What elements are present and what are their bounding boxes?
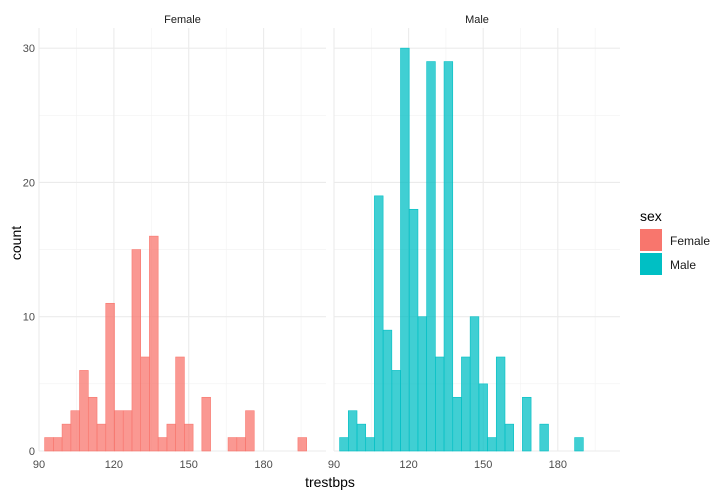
x-tick-labels: 90 120 150 180 [33,459,273,471]
facet-strip-label: Male [465,14,489,26]
x-tick-label: 120 [399,459,417,471]
x-tick-labels: 90 120 150 180 [328,459,567,471]
facet-strip-label: Female [164,14,201,26]
histogram-bar [408,208,419,452]
facet-panel-male: Male 90 120 150 180 [328,14,620,471]
histogram-bar [487,437,497,452]
histogram-bar [347,410,358,452]
histogram-bar [166,423,176,452]
y-tick-label: 20 [23,177,35,189]
x-tick-label: 150 [474,459,492,471]
legend-key-male [640,253,662,275]
y-axis-title: count [8,226,24,260]
x-tick-label: 90 [33,459,45,471]
histogram-bar [443,61,454,452]
histogram-bar [114,410,124,452]
histogram-bar [201,396,211,452]
x-tick-label: 120 [105,459,123,471]
histogram-bar [175,356,185,452]
histogram-bar [140,356,150,452]
legend-key-female [640,229,662,251]
histogram-bar [426,61,436,452]
histogram-bar [469,316,480,452]
histogram-bar [452,396,462,452]
x-axis-title: trestbps [305,474,355,490]
histogram-bar [70,410,80,452]
histogram-bars [44,235,307,452]
major-grid [38,28,326,452]
histogram-bar [157,437,168,452]
histogram-bar [122,410,133,452]
y-tick-labels: 0 10 20 30 [23,43,35,458]
legend-entry-male: Male [640,253,696,275]
histogram-bar [400,47,410,452]
histogram-bar [61,423,72,452]
legend-label-male: Male [670,258,696,272]
histogram-bar [539,423,549,452]
histogram-bar [365,437,375,452]
histogram-bar [495,356,506,452]
histogram-bar [149,235,159,452]
legend-label-female: Female [670,234,710,248]
y-tick-label: 0 [29,446,35,458]
histogram-bar [382,329,393,452]
histogram-bar [297,437,307,452]
y-tick-label: 30 [23,43,35,55]
histogram-bar [53,437,63,452]
x-tick-label: 90 [328,459,340,471]
histogram-bar [245,410,255,452]
histogram-bar [478,383,488,452]
y-tick-label: 10 [23,312,35,324]
histogram-bar [504,423,514,452]
histogram-bar [391,370,401,452]
histogram-bar [87,396,98,452]
legend-title: sex [640,208,662,224]
histogram-bar [461,356,471,452]
histogram-bar [574,437,584,452]
x-tick-label: 180 [254,459,272,471]
histogram-bars [339,47,584,452]
histogram-bar [417,316,427,452]
histogram-bar [131,249,141,452]
histogram-bar [227,437,238,452]
histogram-bar [184,423,194,452]
histogram-bar [96,423,107,452]
histogram-bar [236,437,246,452]
histogram-bar [435,356,445,452]
histogram-bar [105,302,115,452]
histogram-bar [44,437,54,452]
facet-panel-female: Female 90 120 150 180 [33,14,326,471]
histogram-bar [79,370,89,452]
histogram-bar [522,396,532,452]
legend-entry-female: Female [640,229,710,251]
x-tick-label: 150 [180,459,198,471]
histogram-bar [374,195,384,452]
histogram-bar [356,423,367,452]
histogram-bar [339,437,349,452]
x-tick-label: 180 [549,459,567,471]
legend: sex Female Male [640,208,710,275]
